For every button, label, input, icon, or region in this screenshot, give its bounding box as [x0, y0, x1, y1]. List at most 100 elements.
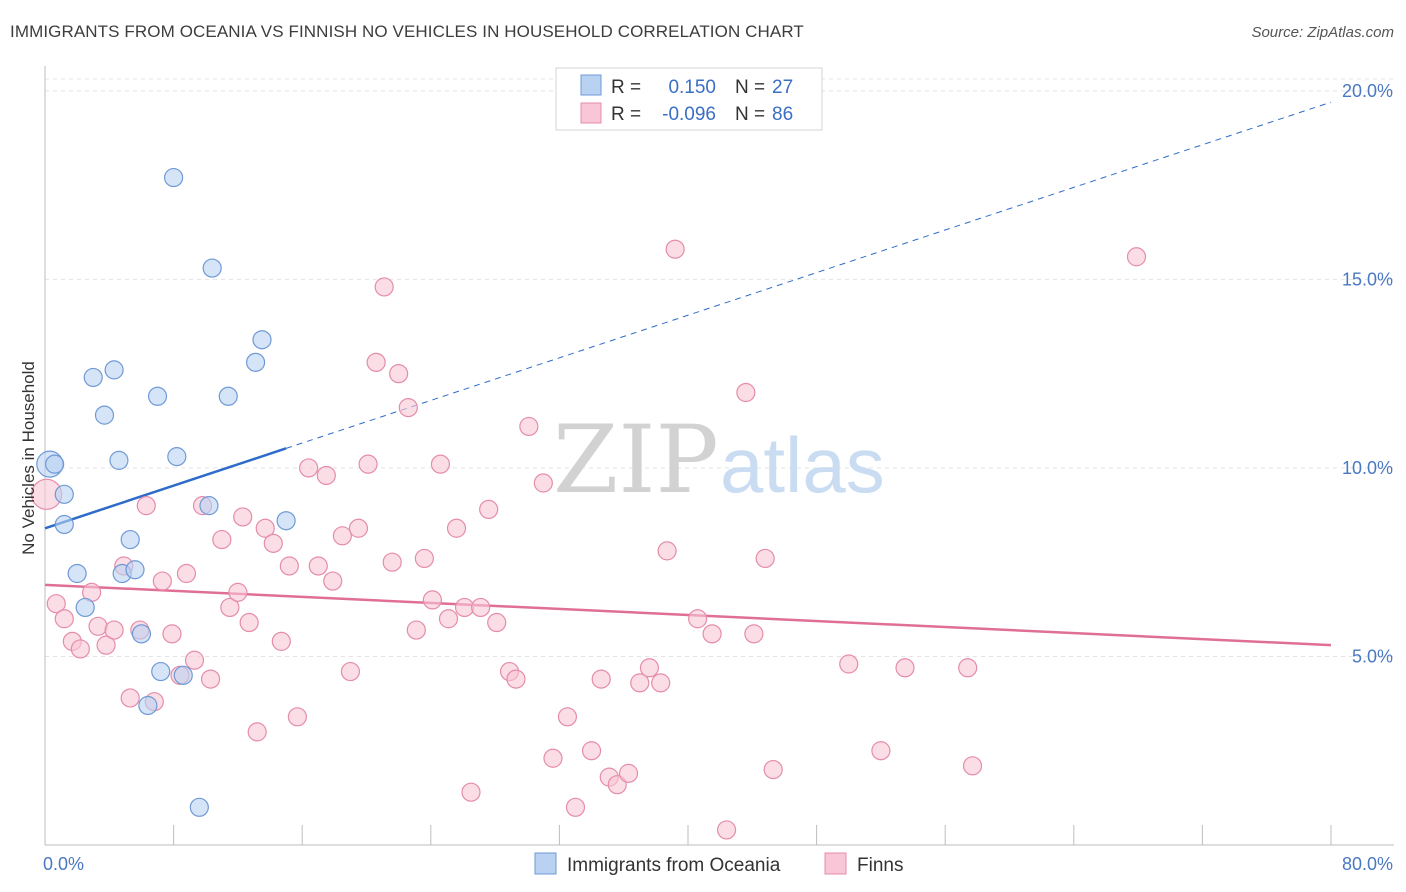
finns-point-44: [398, 397, 418, 418]
bottom-legend-swatch-blue: [534, 852, 557, 875]
trend-lines: [44, 101, 1332, 647]
oceania-point-16: [151, 661, 171, 682]
finns-point-29: [271, 631, 291, 651]
finns-point-62: [565, 797, 586, 817]
finns-point-59: [533, 473, 553, 493]
finns-point-60: [543, 748, 563, 768]
finns-point-43: [389, 364, 409, 384]
legend-n-label-0: N =: [735, 77, 765, 98]
legend-n-value-1: 86: [772, 104, 793, 125]
y-tick-label-1: 10.0%: [1342, 458, 1393, 478]
y-tick-label-0: 5.0%: [1352, 646, 1393, 666]
grid-lines: [45, 78, 1394, 657]
oceania-point-17: [164, 167, 184, 188]
finns-point-75: [716, 820, 737, 840]
finns-point-64: [591, 669, 611, 689]
finns-trend-line: [44, 583, 1332, 647]
chart-title: IMMIGRANTS FROM OCEANIA VS FINNISH NO VE…: [10, 22, 804, 41]
watermark-zip: ZIP: [553, 406, 719, 515]
finns-point-47: [422, 590, 443, 610]
finns-point-53: [471, 597, 491, 618]
finns-point-4: [70, 639, 90, 659]
finns-point-63: [581, 741, 602, 761]
finns-point-68: [630, 673, 650, 693]
finns-point-32: [299, 458, 319, 478]
finns-point-78: [755, 548, 775, 569]
legend-swatch-pink: [580, 102, 602, 124]
finns-point-17: [176, 563, 197, 584]
finns-point-20: [200, 669, 221, 689]
oceania-point-6: [83, 367, 103, 388]
finns-point-84: [962, 756, 983, 776]
oceania-point-19: [173, 665, 193, 685]
legend-r-value-1: -0.096: [662, 104, 716, 125]
oceania-point-22: [202, 258, 222, 278]
oceania-point-11: [120, 529, 140, 550]
finns-point-55: [487, 612, 507, 633]
oceania-point-4: [67, 563, 87, 584]
oceania-trend-solid: [44, 447, 287, 530]
axes: [44, 66, 1394, 846]
finns-point-61: [557, 707, 578, 727]
top-legend: R = 0.150 N = 27 R = -0.096 N = 86: [555, 67, 823, 131]
finns-point-73: [688, 609, 708, 629]
finns-point-67: [618, 763, 639, 783]
finns-point-12: [136, 496, 156, 516]
finns-point-22: [220, 597, 240, 618]
finns-point-23: [228, 582, 248, 602]
x-tick-label-0: 0.0%: [43, 854, 84, 874]
finns-point-69: [639, 658, 660, 678]
oceania-point-1: [45, 454, 65, 474]
tick-labels: 5.0% 10.0% 15.0% 20.0% 0.0% 80.0%: [43, 81, 1393, 874]
oceania-point-18: [167, 447, 187, 467]
finns-point-8: [104, 620, 124, 640]
oceania-point-25: [252, 330, 272, 350]
finns-point-30: [279, 556, 299, 576]
finns-point-81: [871, 741, 891, 761]
legend-r-label-0: R =: [611, 77, 641, 98]
oceania-point-23: [218, 386, 238, 406]
finns-point-76: [736, 382, 756, 403]
finns-point-52: [461, 782, 481, 802]
finns-point-39: [358, 454, 378, 474]
x-tick-label-1: 80.0%: [1342, 854, 1393, 874]
finns-point-28: [263, 533, 283, 553]
oceania-point-9: [109, 450, 129, 470]
finns-point-77: [744, 624, 764, 644]
finns-point-51: [454, 597, 475, 618]
watermark: ZIP atlas: [553, 406, 885, 515]
bottom-legend-label-oceania: Immigrants from Oceania: [567, 855, 781, 876]
legend-r-label-1: R =: [611, 104, 641, 125]
oceania-point-5: [75, 597, 95, 618]
finns-point-79: [763, 759, 783, 780]
finns-point-40: [366, 352, 386, 372]
watermark-atlas: atlas: [720, 421, 885, 509]
finns-point-38: [348, 518, 369, 538]
legend-r-value-0: 0.150: [668, 77, 716, 98]
finns-point-85: [1126, 247, 1147, 267]
oceania-point-21: [199, 496, 219, 516]
finns-point-33: [308, 556, 328, 576]
y-tick-label-3: 20.0%: [1342, 81, 1393, 101]
oceania-point-8: [104, 360, 124, 380]
finns-point-45: [406, 620, 426, 640]
finns-point-26: [247, 722, 267, 742]
finns-point-41: [374, 277, 394, 297]
finns-point-36: [332, 526, 352, 546]
finns-point-70: [651, 673, 671, 693]
finns-point-31: [287, 707, 307, 727]
finns-point-14: [152, 571, 172, 591]
finns-point-21: [212, 529, 232, 550]
finns-point-58: [519, 416, 539, 437]
source-label: Source: ZipAtlas.com: [1251, 24, 1394, 41]
finns-point-72: [665, 239, 685, 259]
oceania-point-15: [147, 386, 168, 406]
oceania-point-3: [54, 514, 74, 535]
finns-point-46: [414, 548, 434, 569]
finns-point-49: [438, 609, 459, 629]
y-tick-label-2: 15.0%: [1342, 269, 1393, 289]
finns-point-80: [839, 654, 859, 674]
oceania-point-26: [276, 511, 296, 531]
oceania-point-14: [138, 695, 158, 716]
